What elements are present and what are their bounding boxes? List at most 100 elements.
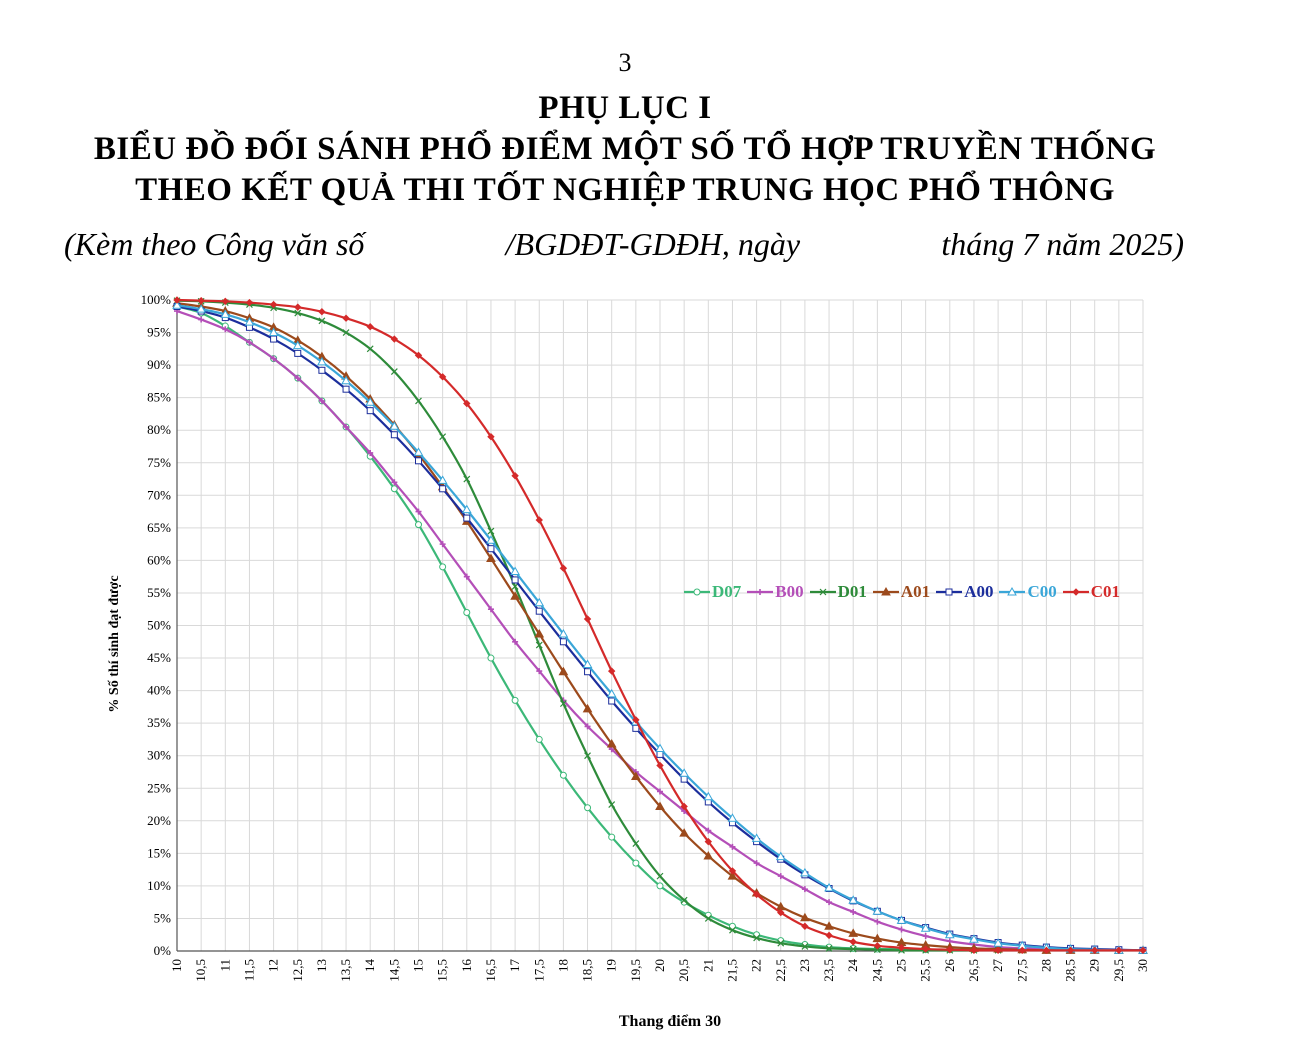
data-point-marker [608, 833, 616, 841]
data-point-marker [753, 934, 761, 942]
data-point-marker [872, 933, 883, 943]
series-c01 [173, 296, 1147, 955]
y-tick-label: 20% [147, 813, 171, 828]
data-point-marker [826, 899, 833, 906]
legend-label: D01 [837, 582, 867, 601]
x-tick-label: 25,5 [918, 959, 933, 982]
x-tick-label: 20 [652, 959, 667, 972]
data-point-marker [487, 654, 495, 662]
x-tick-label: 14,5 [386, 959, 401, 982]
score-distribution-chart: 0% 5% 10% 15% 20% 25% 30% 35% 40% 45% 50% 55% 60% 65%… [107, 292, 1150, 1030]
data-point-marker [367, 449, 374, 456]
x-tick-label: 29,5 [1111, 959, 1126, 982]
y-tick-label: 80% [147, 422, 171, 437]
data-point-marker [559, 638, 567, 646]
legend-swatch-a00 [936, 588, 963, 596]
data-point-marker [461, 504, 472, 514]
data-point-marker [437, 475, 448, 484]
data-point-marker [993, 938, 1003, 947]
x-tick-label: 12,5 [290, 959, 305, 982]
x-tick-label: 22 [749, 959, 764, 972]
data-point-marker [848, 895, 859, 904]
y-tick-label: 0% [154, 943, 172, 958]
data-point-marker [415, 521, 422, 529]
x-tick-label: 16 [459, 959, 474, 973]
data-point-marker [197, 296, 205, 305]
data-point-marker [486, 535, 496, 544]
data-point-marker [606, 688, 617, 698]
data-point-marker [850, 908, 857, 915]
data-point-marker [414, 351, 423, 360]
x-axis-label: Thang điểm 30 [619, 1013, 721, 1030]
data-point-marker [800, 912, 810, 922]
legend-item-c01: C01 [1062, 582, 1120, 602]
x-tick-label: 29 [1087, 959, 1102, 972]
data-point-marker [294, 349, 302, 357]
data-point-marker [511, 472, 519, 480]
data-point-marker [873, 942, 882, 950]
data-point-marker [656, 872, 664, 880]
data-point-marker [946, 945, 954, 954]
data-point-marker [341, 375, 351, 385]
data-point-marker [535, 641, 543, 649]
legend-item-d01: D01 [809, 582, 867, 602]
data-point-marker [1115, 946, 1123, 955]
y-tick-label: 15% [147, 845, 171, 860]
data-point-marker [343, 423, 350, 430]
data-point-marker [849, 938, 857, 946]
data-point-marker [680, 802, 688, 811]
y-axis-label: % Số thí sinh đạt được [107, 575, 122, 712]
data-point-marker [173, 296, 181, 304]
y-tick-labels: 0% 5% 10% 15% 20% 25% 30% 35% 40% 45% 50% 55% 60% 65%… [141, 292, 172, 958]
data-point-marker [655, 743, 665, 753]
heading-chart-title: BIỂU ĐỒ ĐỐI SÁNH PHỔ ĐIỂM MỘT SỐ TỔ HỢP … [93, 131, 1157, 167]
data-point-marker [881, 586, 891, 596]
x-tick-label: 27,5 [1014, 959, 1029, 982]
data-point-marker [608, 697, 616, 705]
data-point-marker [753, 860, 760, 867]
x-tick-label: 22,5 [773, 959, 788, 982]
data-point-marker [727, 813, 738, 822]
y-tick-label: 60% [147, 552, 171, 567]
data-point-marker [559, 771, 567, 779]
data-point-marker [801, 922, 809, 930]
data-point-marker [366, 345, 374, 353]
x-tick-label: 10 [169, 959, 184, 972]
data-point-marker [703, 791, 714, 801]
data-point-marker [898, 926, 905, 933]
heading-chart-subtitle: THEO KẾT QUẢ THI TỐT NGHIỆP TRUNG HỌC PH… [135, 172, 1115, 208]
data-point-marker [583, 615, 592, 623]
data-point-marker [413, 447, 424, 456]
legend-label: D07 [712, 582, 742, 601]
data-point-marker [439, 563, 447, 571]
x-tick-label: 19,5 [628, 959, 643, 982]
data-point-marker [463, 514, 471, 522]
data-point-marker [172, 300, 182, 309]
legend-item-a00: A00 [936, 582, 993, 602]
data-point-marker [292, 340, 303, 350]
data-point-marker [921, 945, 930, 953]
data-point-marker [535, 516, 543, 524]
data-point-marker [439, 541, 446, 548]
data-point-marker [390, 335, 399, 343]
data-point-marker [390, 485, 398, 493]
x-tick-label: 17,5 [531, 959, 546, 982]
data-point-marker [1090, 946, 1099, 955]
data-point-marker [896, 915, 907, 924]
data-point-marker [390, 431, 398, 439]
data-point-marker [486, 553, 496, 562]
y-tick-label: 75% [147, 455, 171, 470]
data-point-marker [680, 896, 688, 904]
data-point-marker [679, 768, 690, 777]
data-point-marker [318, 308, 326, 316]
data-point-marker [873, 946, 881, 954]
data-point-marker [510, 591, 520, 600]
chart-legend: D07 B00 D01 A01 A00 C00 C01 [684, 582, 1120, 602]
data-point-marker [874, 918, 881, 925]
x-tick-label: 20,5 [676, 959, 691, 982]
data-point-marker [1018, 946, 1026, 955]
data-point-marker [245, 298, 254, 307]
data-point-marker [704, 915, 712, 922]
data-point-marker [536, 668, 543, 675]
data-point-marker [558, 628, 569, 638]
